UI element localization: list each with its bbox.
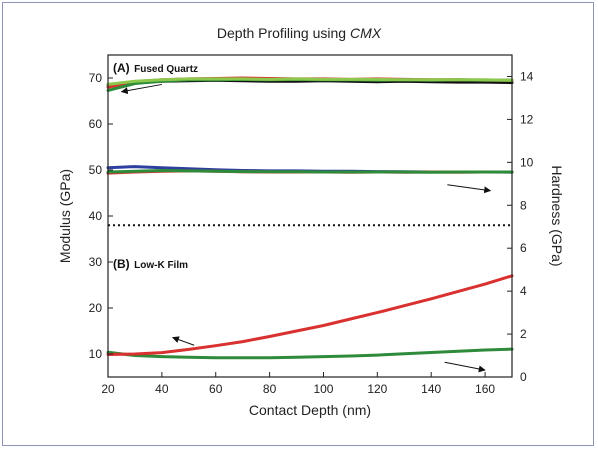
x-tick-label: 80	[263, 382, 277, 396]
y-right-tick-label: 14	[520, 69, 534, 83]
y-axis-right-label: Hardness (GPa)	[549, 165, 565, 266]
figure-frame	[2, 2, 594, 446]
y-axis-left-label: Modulus (GPa)	[57, 169, 73, 263]
y-left-tick-label: 60	[89, 117, 103, 131]
axes: 20 40 60 80 100 120 140 160 10 20 30 40 50 60 70 0 2 4 6 8 1…	[89, 69, 534, 396]
plot-area	[106, 76, 514, 373]
y-right-tick-label: 0	[520, 370, 527, 384]
series-line-fused-quartz-modulus-3	[106, 77, 514, 86]
x-tick-label: 40	[155, 382, 169, 396]
annotation-arrow-3	[444, 361, 486, 373]
panel-a-label: (A) Fused Quartz	[113, 59, 198, 76]
panel-b-prefix: (B)	[113, 257, 130, 271]
annotation-arrow-1	[447, 184, 492, 194]
series-line-low-k-modulus-8	[106, 274, 514, 356]
y-left-tick-label: 50	[89, 163, 103, 177]
annotation-arrow-0	[120, 83, 162, 95]
y-left-tick-label: 70	[89, 71, 103, 85]
chart-title-main: Depth Profiling using	[217, 25, 346, 41]
annotation-arrow-2	[171, 336, 195, 346]
x-tick-label: 140	[421, 382, 441, 396]
x-tick-label: 20	[101, 382, 115, 396]
chart-title: Depth Profiling using CMX	[217, 25, 382, 41]
x-tick-label: 120	[367, 382, 387, 396]
y-left-tick-label: 30	[89, 255, 103, 269]
series-line-low-k-hardness-7	[106, 347, 514, 360]
panel-a-prefix: (A)	[113, 61, 130, 75]
y-left-tick-label: 40	[89, 209, 103, 223]
panel-a-text: Fused Quartz	[134, 64, 198, 75]
y-left-tick-label: 10	[89, 347, 103, 361]
x-tick-label: 160	[475, 382, 495, 396]
y-right-tick-label: 2	[520, 327, 527, 341]
y-right-tick-label: 12	[520, 112, 534, 126]
x-tick-label: 100	[313, 382, 333, 396]
series-line-fused-quartz-hardness-6	[106, 169, 514, 174]
y-right-tick-label: 4	[520, 284, 527, 298]
y-right-tick-label: 6	[520, 241, 527, 255]
x-axis-label: Contact Depth (nm)	[249, 402, 371, 418]
x-tick-label: 60	[209, 382, 223, 396]
panel-b-text: Low-K Film	[134, 260, 188, 271]
chart-title-italic: CMX	[350, 25, 382, 41]
panel-b-label: (B) Low-K Film	[113, 255, 188, 272]
y-right-tick-label: 10	[520, 155, 534, 169]
y-left-tick-label: 20	[89, 301, 103, 315]
y-right-tick-label: 8	[520, 198, 527, 212]
